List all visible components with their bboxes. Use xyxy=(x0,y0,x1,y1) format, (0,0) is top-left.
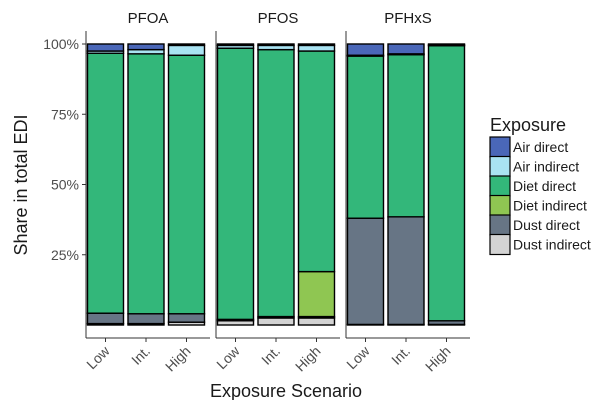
y-tick-label: 75% xyxy=(51,106,79,122)
x-tick-label: Int. xyxy=(388,343,413,368)
legend: Exposure Air direct Air indirect Diet dire… xyxy=(489,115,591,256)
stacked-bar-pfos-int xyxy=(257,43,295,326)
bar-segment-dust-direct xyxy=(127,313,165,325)
legend-swatch xyxy=(489,155,511,178)
legend-swatch xyxy=(489,233,511,256)
legend-item-air-indirect: Air indirect xyxy=(489,155,579,178)
bar-segment-diet-direct xyxy=(346,55,385,219)
legend-item-diet-indirect: Diet indirect xyxy=(489,194,587,217)
legend-item-diet-direct: Diet direct xyxy=(489,175,576,197)
bar-segment-dust-indirect xyxy=(297,317,336,326)
stacked-bar-pfoa-high xyxy=(167,43,206,326)
legend-swatch xyxy=(489,136,511,158)
legend-item-dust-indirect: Dust indirect xyxy=(489,233,591,256)
legend-label: Diet indirect xyxy=(513,198,587,214)
bar-segment-air-direct xyxy=(427,43,466,46)
y-tick-label: 100% xyxy=(43,36,79,52)
legend-item-dust-direct: Dust direct xyxy=(489,214,580,236)
x-axis-title: Exposure Scenario xyxy=(210,381,362,400)
stacked-bar-pfos-low xyxy=(216,43,255,326)
stacked-bar-pfhxs-int xyxy=(387,43,425,326)
panel-title: PFOS xyxy=(258,10,299,27)
legend-label: Air indirect xyxy=(513,159,579,175)
panel-pfoa: PFOA Low Int. High xyxy=(83,10,210,374)
panel-pfos: PFOS Low Int. High xyxy=(213,10,340,374)
legend-swatch xyxy=(489,214,511,236)
bar-segment-air-indirect xyxy=(167,44,206,56)
y-tick-label: 50% xyxy=(51,177,79,193)
bar-segment-diet-direct xyxy=(216,47,255,321)
bar-segment-air-direct xyxy=(86,43,125,52)
bar-segment-air-direct xyxy=(167,43,206,47)
stacked-bar-pfoa-int xyxy=(127,43,165,326)
legend-title: Exposure xyxy=(490,115,566,135)
y-tick-label: 25% xyxy=(51,247,79,263)
bar-segment-diet-direct xyxy=(427,44,466,322)
bar-segment-diet-direct xyxy=(127,53,165,315)
chart-panels: PFOA Low Int. High PFOS Low Int. High PFHxS Low In… xyxy=(83,10,470,374)
x-tick-label: Low xyxy=(213,342,243,372)
x-tick-label: Low xyxy=(83,342,113,372)
y-axis: 25% 50% 75% 100% xyxy=(43,31,87,338)
legend-label: Dust indirect xyxy=(513,237,591,253)
panel-pfhxs: PFHxS Low Int. High xyxy=(343,10,470,374)
x-tick-label: Int. xyxy=(258,343,283,368)
bar-segment-diet-direct xyxy=(257,48,295,318)
bar-segment-air-direct xyxy=(216,43,255,47)
stacked-bar-pfhxs-high xyxy=(427,43,466,326)
bar-segment-diet-indirect xyxy=(297,270,336,318)
bar-segment-air-direct xyxy=(346,43,385,56)
panel-title: PFHxS xyxy=(384,10,432,27)
x-tick-label: High xyxy=(292,343,324,375)
legend-label: Diet direct xyxy=(513,178,576,194)
bar-segment-air-direct xyxy=(127,43,165,51)
bar-segment-dust-direct xyxy=(387,216,425,326)
bar-segment-air-direct xyxy=(257,43,295,47)
stacked-bar-pfhxs-low xyxy=(346,43,385,326)
legend-swatch xyxy=(489,194,511,217)
bar-segment-dust-indirect xyxy=(257,317,295,326)
bar-segment-dust-direct xyxy=(86,312,125,325)
x-tick-label: Int. xyxy=(128,343,153,368)
x-tick-label: High xyxy=(162,343,194,375)
bar-segment-diet-direct xyxy=(86,52,125,314)
y-axis-title: Share in total EDI xyxy=(11,114,31,255)
bar-segment-dust-direct xyxy=(167,313,206,323)
bar-segment-diet-direct xyxy=(167,54,206,315)
bar-segment-air-direct xyxy=(297,43,336,47)
x-tick-label: High xyxy=(422,343,454,375)
bar-segment-diet-direct xyxy=(297,50,336,273)
legend-label: Dust direct xyxy=(513,217,580,233)
bar-segment-diet-direct xyxy=(387,53,425,218)
panel-title: PFOA xyxy=(128,10,169,27)
stacked-bar-pfos-high xyxy=(297,43,336,326)
bar-segment-air-indirect xyxy=(297,44,336,52)
bar-segment-dust-direct xyxy=(346,217,385,326)
legend-label: Air direct xyxy=(513,139,568,155)
x-tick-label: Low xyxy=(343,342,373,372)
stacked-bar-pfoa-low xyxy=(86,43,125,326)
legend-swatch xyxy=(489,175,511,197)
bar-segment-air-direct xyxy=(387,43,425,55)
legend-item-air-direct: Air direct xyxy=(489,136,568,158)
